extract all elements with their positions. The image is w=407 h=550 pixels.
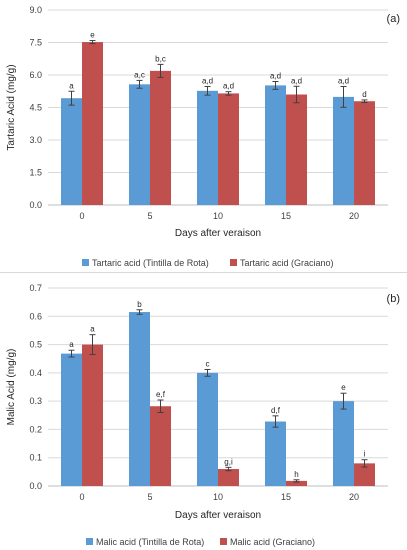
bar-series2: [150, 406, 171, 486]
bar-series1: [333, 401, 354, 486]
bar-series2: [286, 480, 307, 486]
significance-label: a,c: [134, 70, 145, 79]
bar-series1: [333, 96, 354, 205]
bar-series2: [82, 344, 103, 486]
bar-series1: [197, 372, 218, 486]
legend-swatch: [82, 259, 89, 266]
y-tick-label: 6.0: [29, 70, 42, 80]
significance-label: a: [69, 81, 74, 90]
y-tick-label: 0.5: [29, 340, 42, 350]
significance-label: e,f: [156, 390, 166, 399]
significance-label: a,d: [202, 76, 213, 85]
significance-label: c: [206, 359, 210, 368]
significance-label: d,f: [271, 406, 281, 415]
y-tick-label: 0.7: [29, 283, 42, 293]
significance-label: a,d: [223, 82, 234, 91]
y-tick-label: 0.0: [29, 481, 42, 491]
y-axis-title: Tartaric Acid (mg/g): [6, 64, 17, 150]
x-axis-title: Days after veraison: [175, 228, 261, 239]
y-tick-label: 3.0: [29, 135, 42, 145]
significance-label: a,d: [270, 72, 281, 81]
significance-label: e: [341, 383, 346, 392]
bar-series2: [286, 94, 307, 205]
bar-series1: [265, 421, 286, 486]
x-tick-label: 5: [147, 492, 152, 502]
significance-label: b,c: [155, 54, 166, 63]
x-tick-label: 10: [213, 492, 223, 502]
x-tick-label: 0: [79, 492, 84, 502]
bar-series2: [150, 70, 171, 205]
x-tick-label: 20: [349, 211, 359, 221]
chart-svg: 0.0 0.1 0.2 0.3 0.4 0.5 0.6 0.7 Malic Acid (mg/g…: [6, 283, 400, 547]
malic-acid-chart: 0.0 0.1 0.2 0.3 0.4 0.5 0.6 0.7 Malic Acid (mg/g…: [0, 275, 407, 550]
x-tick-label: 15: [281, 492, 291, 502]
panel-label: (a): [387, 13, 400, 25]
bar-series1: [197, 90, 218, 205]
panel-label: (b): [387, 293, 400, 305]
y-tick-label: 0.3: [29, 396, 42, 406]
x-tick-label: 0: [79, 211, 84, 221]
y-tick-label: 0.1: [29, 453, 42, 463]
legend-label: Malic acid (Tintilla de Rota): [96, 537, 204, 547]
x-tick-label: 5: [147, 211, 152, 221]
y-tick-label: 0.0: [29, 200, 42, 210]
bar-series1: [129, 84, 150, 205]
significance-label: a: [90, 325, 95, 334]
bar-series1: [61, 98, 82, 205]
legend-label: Tartaric acid (Graciano): [240, 258, 334, 268]
significance-label: i: [364, 450, 366, 459]
x-tick-label: 15: [281, 211, 291, 221]
bar-series2: [218, 93, 239, 205]
bar-series1: [265, 85, 286, 205]
x-tick-label: 10: [213, 211, 223, 221]
y-tick-label: 4.5: [29, 103, 42, 113]
y-tick-label: 1.5: [29, 168, 42, 178]
legend-label: Malic acid (Graciano): [230, 537, 315, 547]
x-axis-title: Days after veraison: [175, 510, 261, 521]
significance-label: b: [137, 300, 142, 309]
significance-label: a,d: [291, 76, 302, 85]
y-tick-label: 9.0: [29, 5, 42, 15]
bar-series2: [82, 42, 103, 205]
bar-series2: [354, 463, 375, 486]
bar-series2: [218, 469, 239, 486]
significance-label: a: [69, 340, 74, 349]
tartaric-acid-chart: 0.0 1.5 3.0 4.5 6.0 7.5 9.0 Tartaric Acid (mg/g…: [0, 0, 407, 272]
y-tick-label: 0.2: [29, 424, 42, 434]
bar-series2: [354, 101, 375, 205]
chart-separator: [0, 272, 407, 273]
bar-series1: [61, 353, 82, 486]
y-tick-label: 0.6: [29, 311, 42, 321]
significance-label: g,i: [224, 457, 233, 466]
bar-series1: [129, 312, 150, 486]
significance-label: a,d: [338, 76, 349, 85]
significance-label: e: [90, 31, 95, 40]
y-tick-label: 0.4: [29, 368, 42, 378]
legend-label: Tartaric acid (Tintilla de Rota): [92, 258, 209, 268]
legend-swatch: [86, 538, 93, 545]
y-axis-title: Malic Acid (mg/g): [6, 349, 17, 426]
significance-label: h: [294, 470, 298, 479]
y-tick-label: 7.5: [29, 38, 42, 48]
chart-svg: 0.0 1.5 3.0 4.5 6.0 7.5 9.0 Tartaric Acid (mg/g…: [6, 5, 400, 268]
legend-swatch: [230, 259, 237, 266]
significance-label: d: [362, 90, 366, 99]
x-tick-label: 20: [349, 492, 359, 502]
legend-swatch: [220, 538, 227, 545]
